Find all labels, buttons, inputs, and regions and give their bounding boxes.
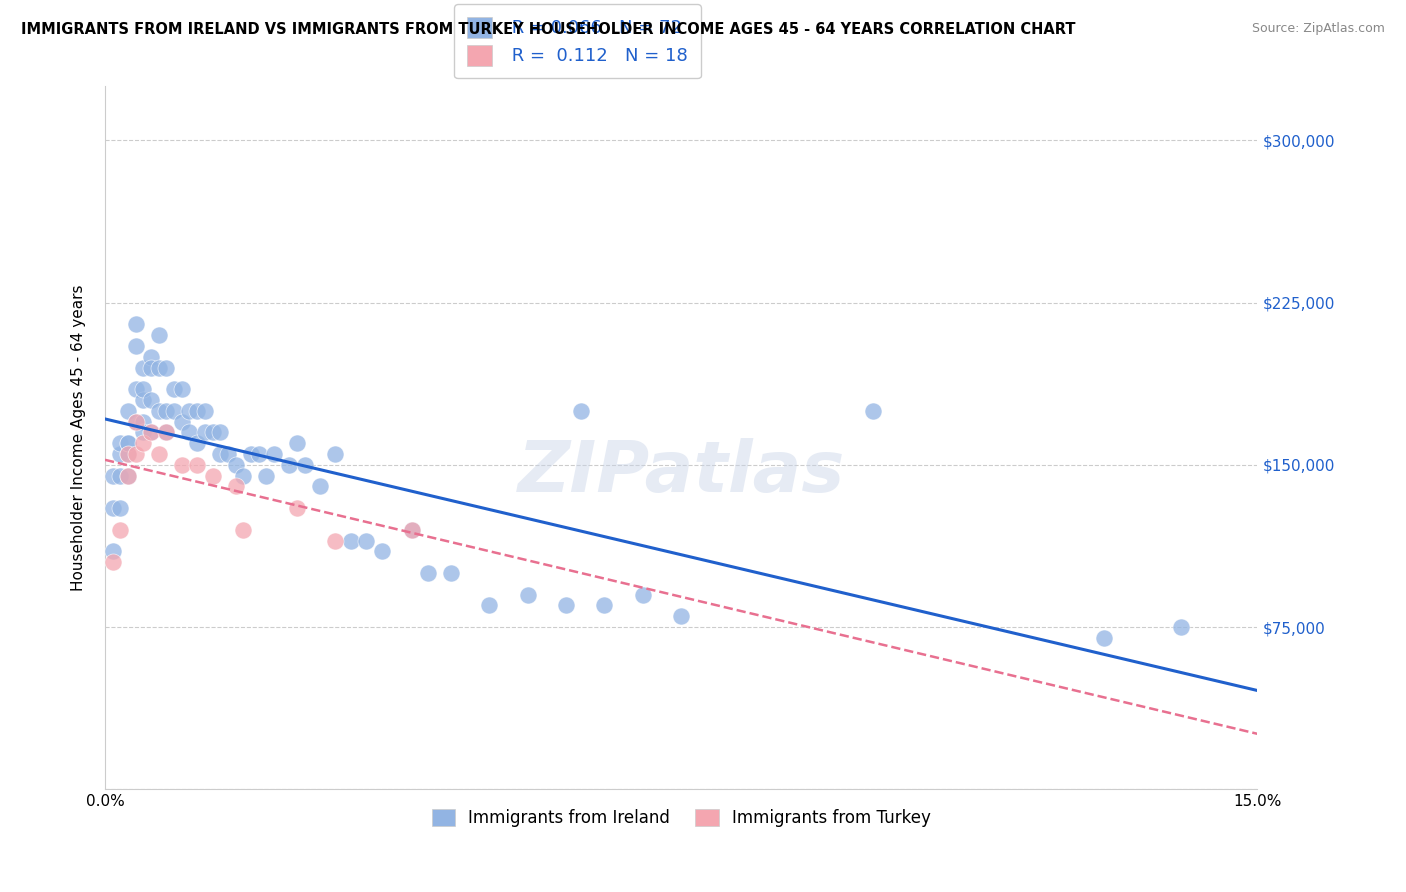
Point [179,403,201,417]
Point [285,501,308,516]
Point [478,599,501,613]
Point [294,458,316,472]
Point [125,447,148,461]
Point [155,425,177,440]
Point [201,468,224,483]
Point [862,403,884,417]
Point [555,599,578,613]
Point [132,382,155,396]
Point [101,555,124,569]
Point [278,458,301,472]
Point [370,544,392,558]
Point [263,447,285,461]
Point [139,392,162,407]
Point [117,436,139,450]
Point [186,436,208,450]
Point [186,403,208,417]
Point [325,447,347,461]
Legend: Immigrants from Ireland, Immigrants from Turkey: Immigrants from Ireland, Immigrants from… [425,802,938,834]
Point [132,392,155,407]
Point [163,403,186,417]
Point [101,501,124,516]
Text: ZIPatlas: ZIPatlas [517,439,845,508]
Point [201,425,224,440]
Point [285,436,308,450]
Point [340,533,363,548]
Point [516,588,538,602]
Point [110,468,132,483]
Point [125,415,148,429]
Point [232,468,254,483]
Point [569,403,592,417]
Point [148,328,170,343]
Point [239,447,262,461]
Point [155,425,177,440]
Point [148,447,170,461]
Text: IMMIGRANTS FROM IRELAND VS IMMIGRANTS FROM TURKEY HOUSEHOLDER INCOME AGES 45 - 6: IMMIGRANTS FROM IRELAND VS IMMIGRANTS FR… [21,22,1076,37]
Point [139,425,162,440]
Point [354,533,377,548]
Point [110,523,132,537]
Point [225,458,247,472]
Point [148,403,170,417]
Point [194,425,217,440]
Point [217,447,239,461]
Point [117,403,139,417]
Point [186,458,208,472]
Point [125,339,148,353]
Point [139,350,162,364]
Point [101,544,124,558]
Point [401,523,423,537]
Point [669,609,692,624]
Point [125,382,148,396]
Point [170,458,193,472]
Point [247,447,270,461]
Point [110,436,132,450]
Point [110,501,132,516]
Point [232,523,254,537]
Point [155,403,177,417]
Point [325,533,347,548]
Point [209,425,232,440]
Point [117,468,139,483]
Point [132,436,155,450]
Point [132,415,155,429]
Point [125,318,148,332]
Point [101,468,124,483]
Point [117,436,139,450]
Point [117,447,139,461]
Point [170,415,193,429]
Text: Source: ZipAtlas.com: Source: ZipAtlas.com [1251,22,1385,36]
Point [440,566,463,580]
Point [401,523,423,537]
Point [117,447,139,461]
Point [179,425,201,440]
Point [163,382,186,396]
Point [117,468,139,483]
Point [132,360,155,375]
Point [148,360,170,375]
Point [416,566,439,580]
Point [132,425,155,440]
Point [155,360,177,375]
Point [1092,631,1115,645]
Point [593,599,616,613]
Point [139,360,162,375]
Point [125,415,148,429]
Point [631,588,654,602]
Point [194,403,217,417]
Y-axis label: Householder Income Ages 45 - 64 years: Householder Income Ages 45 - 64 years [72,285,86,591]
Point [170,382,193,396]
Point [225,479,247,493]
Point [309,479,332,493]
Point [110,447,132,461]
Point [1170,620,1192,634]
Point [209,447,232,461]
Point [139,425,162,440]
Point [254,468,277,483]
